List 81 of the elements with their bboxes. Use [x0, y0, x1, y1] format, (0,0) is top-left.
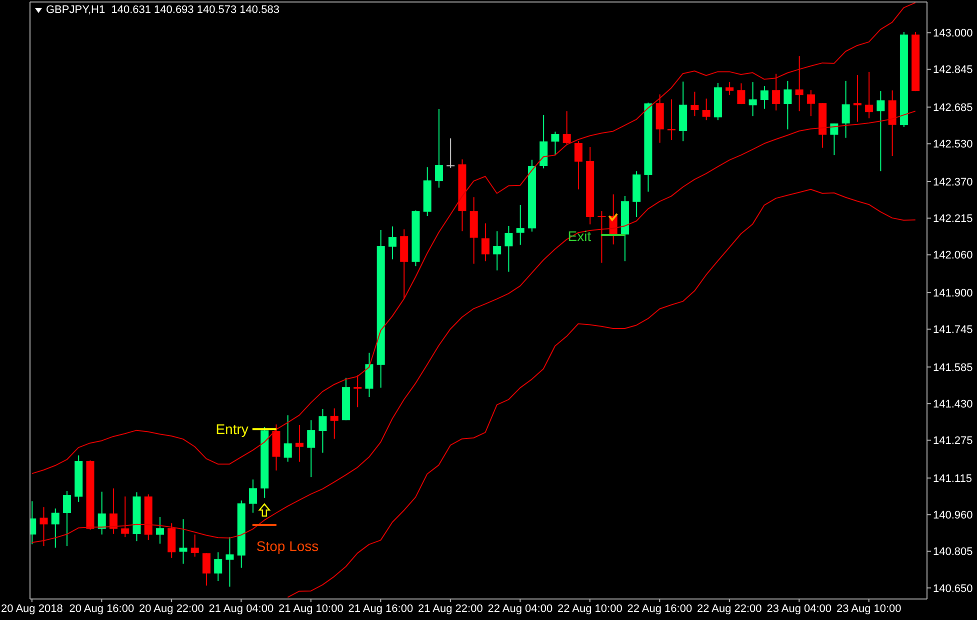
- x-tick-label: 21 Aug 16:00: [348, 602, 414, 615]
- annotation: Stop Loss: [256, 538, 319, 554]
- candlestick: [214, 552, 222, 582]
- candlestick: [737, 82, 746, 105]
- candlestick: [667, 98, 676, 140]
- candlestick: [226, 536, 234, 588]
- candlestick: [806, 90, 815, 117]
- candlestick: [179, 518, 188, 564]
- candlestick: [598, 210, 606, 264]
- x-tick-label: 22 Aug 22:00: [696, 602, 762, 615]
- x-tick-label: 22 Aug 16:00: [627, 602, 692, 615]
- candlestick: [190, 534, 199, 558]
- candlestick: [865, 71, 874, 119]
- x-tick-label: 20 Aug 22:00: [139, 602, 204, 615]
- candlestick: [388, 226, 396, 260]
- x-tick-label: 23 Aug 04:00: [766, 602, 832, 615]
- y-tick-label: 142.370: [933, 176, 973, 188]
- line-series: [31, 2, 916, 474]
- candlestick: [516, 204, 524, 246]
- candlestick: [853, 74, 862, 122]
- line-series: [287, 188, 916, 598]
- candlestick: [318, 408, 327, 454]
- candlestick: [748, 82, 757, 117]
- candlestick: [51, 508, 60, 548]
- candlestick: [504, 225, 513, 272]
- candlestick: [760, 86, 768, 110]
- y-tick-label: 142.060: [933, 250, 973, 262]
- candlestick: [842, 80, 850, 138]
- candlestick: [284, 414, 292, 462]
- candlestick: [772, 73, 780, 111]
- candlestick: [40, 506, 48, 547]
- y-tick-label: 141.585: [933, 362, 973, 374]
- y-tick-label: 141.275: [933, 435, 973, 448]
- candlestick: [702, 98, 710, 121]
- candlestick: [354, 374, 362, 408]
- candlestick: [562, 110, 571, 145]
- chart-title: GBPJPY,H1 140.631 140.693 140.573 140.583: [46, 4, 280, 17]
- annotation: Entry: [216, 421, 248, 438]
- y-tick-label: 140.960: [933, 510, 973, 522]
- candlestick: [876, 90, 885, 172]
- y-tick-label: 142.685: [933, 102, 973, 114]
- x-tick-label: 22 Aug 04:00: [488, 602, 553, 615]
- candlestick: [121, 496, 130, 538]
- candlestick: [690, 91, 699, 117]
- y-tick-label: 143.000: [933, 28, 973, 40]
- candlestick: [481, 222, 490, 262]
- candlestick: [109, 488, 118, 534]
- y-tick-label: 142.215: [933, 213, 973, 226]
- x-tick-label: 20 Aug 16:00: [69, 602, 134, 615]
- y-tick-label: 142.845: [933, 64, 973, 76]
- y-tick-label: 140.650: [933, 582, 973, 595]
- candlestick: [726, 82, 734, 96]
- candlestick: [434, 108, 443, 188]
- x-tick-label: 21 Aug 10:00: [278, 602, 344, 615]
- x-tick-label: 21 Aug 22:00: [418, 602, 483, 615]
- candlestick: [307, 420, 316, 478]
- candlestick: [295, 424, 304, 462]
- candlestick: [248, 478, 257, 514]
- candlestick: [446, 138, 455, 168]
- y-tick-label: 141.115: [933, 472, 972, 485]
- y-tick-label: 141.745: [933, 324, 973, 336]
- candlestick: [795, 56, 804, 112]
- x-tick-label: 21 Aug 04:00: [208, 602, 274, 615]
- candlestick: [98, 491, 106, 536]
- candlestick: [784, 80, 792, 130]
- y-tick-label: 140.805: [933, 546, 973, 558]
- y-tick-label: 142.530: [933, 138, 973, 151]
- x-tick-label: 22 Aug 10:00: [557, 602, 622, 615]
- candlestick: [63, 490, 71, 547]
- y-tick-label: 141.430: [933, 398, 973, 411]
- candlestick: [830, 122, 838, 156]
- candlestick: [493, 230, 502, 271]
- candlestick: [574, 140, 582, 190]
- x-tick-label: 20 Aug 2018: [1, 602, 63, 615]
- candlestick: [156, 516, 164, 544]
- candlestick: [202, 552, 210, 586]
- candlestick: [551, 131, 560, 156]
- y-tick-label: 141.900: [933, 287, 973, 300]
- x-tick-label: 23 Aug 10:00: [836, 602, 902, 615]
- candlestick: [330, 408, 338, 440]
- annotation: Exit: [568, 228, 592, 244]
